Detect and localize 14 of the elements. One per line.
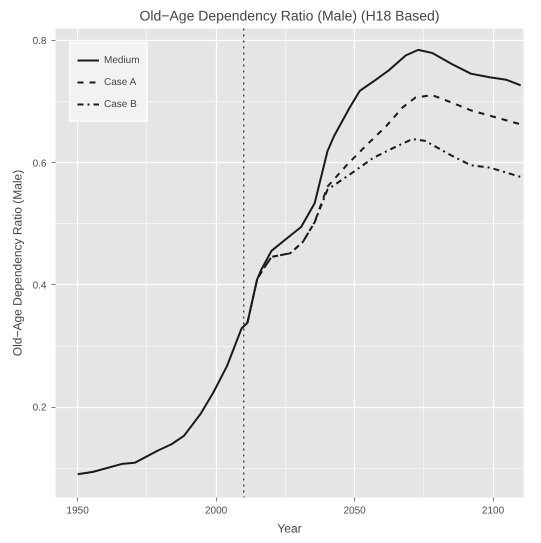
- x-tick-label: 2050: [343, 506, 366, 516]
- y-tick-label: 0.8: [32, 36, 47, 48]
- x-axis-title: Year: [277, 522, 302, 536]
- legend-label: Case A: [104, 76, 136, 89]
- y-tick-label: 0.4: [32, 280, 47, 292]
- y-tick-label: 0.2: [32, 402, 47, 414]
- legend-label: Case B: [104, 98, 137, 111]
- y-tick-label: 0.6: [32, 158, 47, 170]
- x-tick-label: 2000: [204, 506, 228, 516]
- legend-label: Medium: [104, 54, 140, 67]
- x-tick-label: 1950: [66, 506, 90, 516]
- x-tick-label: 2100: [482, 506, 505, 516]
- y-axis-title: Old−Age Dependency Ratio (Male): [10, 170, 25, 356]
- chart-title: Old−Age Dependency Ratio (Male) (H18 Based): [140, 8, 440, 24]
